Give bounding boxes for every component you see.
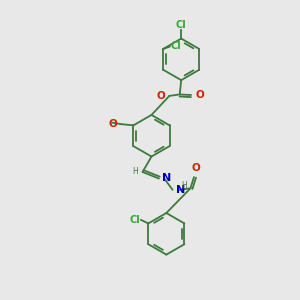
Text: Cl: Cl: [170, 41, 181, 51]
Text: N: N: [176, 184, 185, 194]
Text: O: O: [191, 163, 200, 173]
Text: H: H: [181, 182, 187, 190]
Text: O: O: [195, 90, 204, 100]
Text: Cl: Cl: [130, 214, 140, 224]
Text: Cl: Cl: [176, 20, 187, 30]
Text: O: O: [109, 119, 117, 129]
Text: H: H: [133, 167, 138, 176]
Text: N: N: [162, 173, 171, 183]
Text: O: O: [156, 91, 165, 100]
